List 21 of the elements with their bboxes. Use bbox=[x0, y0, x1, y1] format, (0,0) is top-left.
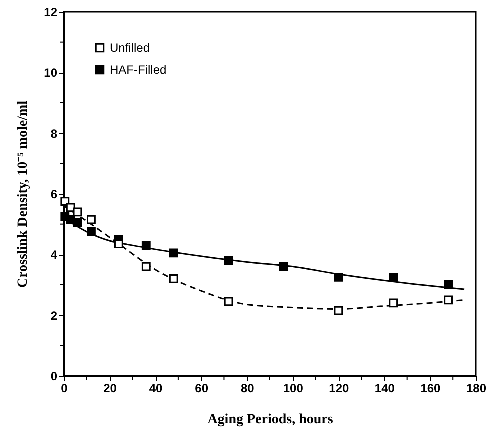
legend-label: HAF-Filled bbox=[110, 63, 167, 77]
y-tick-label: 0 bbox=[50, 370, 58, 384]
y-tick-label: 6 bbox=[50, 188, 58, 202]
x-tick-label: 100 bbox=[283, 382, 304, 396]
x-tick-label: 80 bbox=[240, 382, 255, 396]
legend-label: Unfilled bbox=[110, 41, 150, 55]
x-tick-label: 20 bbox=[104, 382, 118, 396]
y-axis-title: Crosslink Density, 10⁻⁵ mole/ml bbox=[16, 100, 32, 288]
x-axis-title: Aging Periods, hours bbox=[208, 412, 334, 428]
y-tick-label: 2 bbox=[50, 308, 58, 323]
y-tick-label: 10 bbox=[44, 66, 58, 80]
y-tick-label: 8 bbox=[50, 126, 58, 141]
x-tick-label: 140 bbox=[374, 382, 396, 396]
x-tick-label: 60 bbox=[195, 382, 209, 396]
x-tick-label: 160 bbox=[420, 382, 442, 396]
y-tick-label: 12 bbox=[44, 6, 58, 20]
y-tick-label: 4 bbox=[50, 248, 58, 262]
x-tick-label: 0 bbox=[61, 382, 68, 396]
x-tick-label: 120 bbox=[329, 382, 350, 396]
x-tick-label: 180 bbox=[466, 382, 487, 396]
x-tick-label: 40 bbox=[149, 382, 164, 396]
